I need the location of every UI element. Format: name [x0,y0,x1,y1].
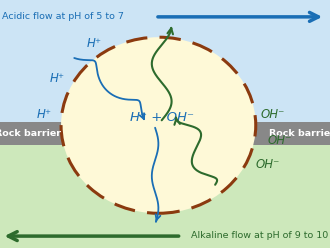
Text: Alkaline flow at pH of 9 to 10: Alkaline flow at pH of 9 to 10 [191,231,328,240]
Text: OH⁻: OH⁻ [256,158,280,171]
Text: Acidic flow at pH of 5 to 7: Acidic flow at pH of 5 to 7 [2,12,123,21]
Text: H⁺: H⁺ [50,72,65,85]
Text: Rock barrier: Rock barrier [269,129,330,138]
Text: H⁺: H⁺ [86,37,102,50]
Ellipse shape [61,37,256,213]
Bar [0,122,330,145]
Bar [0,0,330,122]
Text: H⁺ + OH⁻: H⁺ + OH⁻ [130,111,194,124]
Bar [0,145,330,248]
Text: OH⁻: OH⁻ [267,134,292,147]
Text: H⁺: H⁺ [37,108,52,121]
Text: Rock barrier: Rock barrier [0,129,61,138]
Text: OH⁻: OH⁻ [261,108,285,121]
